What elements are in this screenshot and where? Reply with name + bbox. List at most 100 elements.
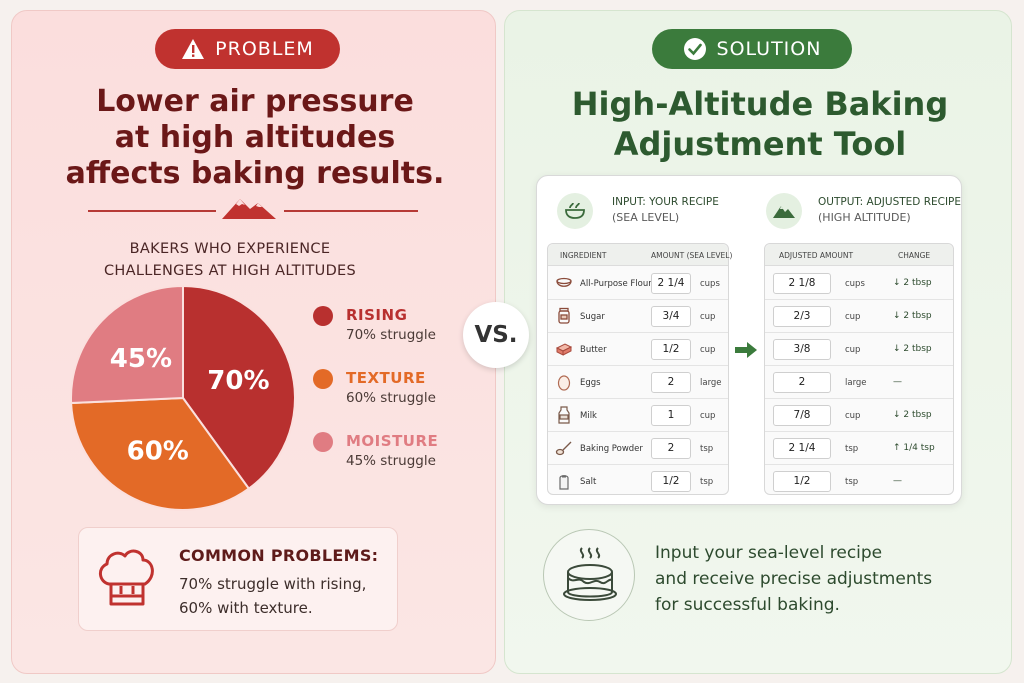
problem-headline: Lower air pressure at high altitudes aff… — [30, 84, 480, 192]
solution-description: Input your sea-level recipe and receive … — [655, 540, 932, 618]
unit-label: cup — [845, 411, 861, 421]
sea-level-amount-input[interactable]: 2 1/4 — [651, 273, 691, 294]
ingredient-name: Butter — [580, 345, 607, 355]
unit-label: tsp — [845, 477, 859, 487]
header-change: CHANGE — [898, 251, 931, 260]
pie-chart-title: BAKERS WHO EXPERIENCE CHALLENGES AT HIGH… — [80, 238, 380, 282]
legend-swatch — [313, 369, 333, 389]
change-value: — — [893, 377, 902, 387]
mountain-small-icon — [766, 193, 802, 229]
unit-label: cup — [845, 345, 861, 355]
legend-value: 70% struggle — [346, 327, 436, 343]
common-problems-text: 70% struggle with rising, 60% with textu… — [179, 572, 366, 620]
sea-level-amount-input[interactable]: 1/2 — [651, 471, 691, 492]
common-problems-line: 60% with texture. — [179, 599, 313, 617]
common-problems-line: 70% struggle with rising, — [179, 575, 367, 593]
change-value: ↓ 2 tbsp — [893, 311, 932, 321]
input-table: INGREDIENT AMOUNT (SEA LEVEL) All-Purpos… — [547, 243, 732, 498]
input-section-title: INPUT: YOUR RECIPE (SEA LEVEL) — [612, 194, 719, 226]
solution-headline-line: Adjustment Tool — [613, 125, 907, 163]
problem-badge-label: PROBLEM — [215, 38, 314, 60]
cake-icon — [558, 544, 622, 612]
sea-level-amount-input[interactable]: 2 — [651, 438, 691, 459]
unit-label: tsp — [700, 477, 714, 487]
legend-name: TEXTURE — [346, 369, 426, 387]
output-row: 7/8 cup ↓ 2 tbsp — [765, 399, 953, 432]
output-subtitle: (HIGH ALTITUDE) — [818, 211, 911, 224]
unit-label: tsp — [700, 444, 714, 454]
adjusted-amount: 2 — [773, 372, 831, 393]
arrow-right-icon — [735, 342, 757, 362]
common-problems-card: COMMON PROBLEMS: 70% struggle with risin… — [78, 527, 398, 631]
vs-badge: VS. — [463, 302, 529, 368]
output-table-header: ADJUSTED AMOUNT CHANGE — [765, 244, 953, 266]
bowl-icon — [555, 274, 573, 292]
pie-slice-label: 70% — [207, 366, 269, 396]
adjusted-amount: 2/3 — [773, 306, 831, 327]
unit-label: cup — [700, 411, 716, 421]
pie-slice-label: 45% — [110, 344, 172, 374]
input-row: Butter 1/2 cup — [548, 333, 728, 366]
unit-label: large — [700, 378, 722, 388]
warning-icon — [181, 38, 205, 60]
sea-level-amount-input[interactable]: 2 — [651, 372, 691, 393]
salt-icon — [555, 472, 573, 490]
bowl-icon — [557, 193, 593, 229]
legend-value: 45% struggle — [346, 453, 436, 469]
problem-badge: PROBLEM — [155, 29, 340, 69]
solution-description-line: and receive precise adjustments — [655, 569, 933, 589]
output-table: ADJUSTED AMOUNT CHANGE 2 1/8 cups ↓ 2 tb… — [764, 243, 954, 495]
pie-chart: 70% 60% 45% — [70, 284, 296, 511]
output-section-title: OUTPUT: ADJUSTED RECIPE (HIGH ALTITUDE) — [818, 194, 961, 226]
sea-level-amount-input[interactable]: 1/2 — [651, 339, 691, 360]
input-subtitle: (SEA LEVEL) — [612, 211, 680, 224]
common-problems-title: COMMON PROBLEMS: — [179, 546, 379, 565]
header-adjusted: ADJUSTED AMOUNT — [779, 251, 854, 260]
input-row: Sugar 3/4 cup — [548, 300, 728, 333]
unit-label: cup — [845, 312, 861, 322]
pie-slice-rising — [182, 284, 296, 491]
pie-chart-title-line: BAKERS WHO EXPERIENCE — [129, 241, 331, 257]
ingredient-name: Sugar — [580, 312, 605, 322]
legend-swatch — [313, 432, 333, 452]
divider-right — [284, 210, 418, 212]
adjusted-amount: 2 1/8 — [773, 273, 831, 294]
output-row: 3/8 cup ↓ 2 tbsp — [765, 333, 953, 366]
chef-hat-icon — [95, 546, 159, 616]
ingredient-name: Eggs — [580, 378, 601, 388]
ingredient-name: Salt — [580, 477, 597, 487]
adjusted-amount: 1/2 — [773, 471, 831, 492]
legend-value: 60% struggle — [346, 390, 436, 406]
solution-badge: SOLUTION — [652, 29, 852, 69]
change-value: ↓ 2 tbsp — [893, 344, 932, 354]
unit-label: cups — [700, 279, 720, 289]
ingredient-name: Milk — [580, 411, 597, 421]
solution-headline: High-Altitude Baking Adjustment Tool — [520, 84, 1000, 164]
pie-slice-label: 60% — [127, 436, 189, 466]
solution-badge-label: SOLUTION — [716, 38, 822, 60]
spoon-icon — [555, 439, 573, 457]
legend-name: MOISTURE — [346, 432, 439, 450]
input-row: All-Purpose Flour 2 1/4 cups — [548, 267, 728, 300]
change-value: — — [893, 476, 902, 486]
unit-label: large — [845, 378, 867, 388]
problem-headline-line: affects baking results. — [65, 156, 445, 191]
butter-icon — [555, 340, 573, 358]
solution-description-line: Input your sea-level recipe — [655, 543, 883, 563]
sea-level-amount-input[interactable]: 1 — [651, 405, 691, 426]
solution-headline-line: High-Altitude Baking — [571, 85, 949, 123]
ingredient-name: All-Purpose Flour — [580, 279, 652, 289]
ingredient-name: Baking Powder — [580, 444, 643, 454]
legend-swatch — [313, 306, 333, 326]
input-row: Salt 1/2 tsp — [548, 465, 728, 498]
input-title: INPUT: YOUR RECIPE — [612, 196, 719, 208]
divider-left — [88, 210, 216, 212]
output-row: 1/2 tsp — — [765, 465, 953, 498]
input-table-header: INGREDIENT AMOUNT (SEA LEVEL) — [548, 244, 732, 266]
jar-icon — [555, 307, 573, 325]
sea-level-amount-input[interactable]: 3/4 — [651, 306, 691, 327]
change-value: ↓ 2 tbsp — [893, 410, 932, 420]
pie-slice-texture — [70, 396, 251, 511]
milk-icon — [555, 406, 573, 424]
change-value: ↑ 1/4 tsp — [893, 443, 935, 453]
